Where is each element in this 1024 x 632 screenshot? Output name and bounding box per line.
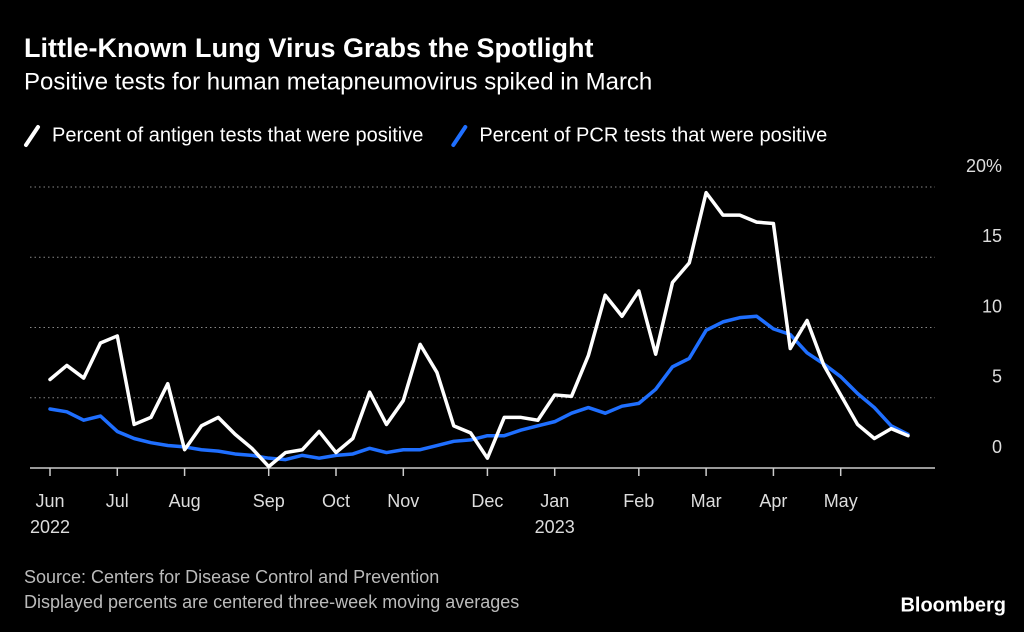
x-tick-label: Mar <box>690 491 722 511</box>
x-tick-label: Nov <box>387 491 420 511</box>
x-tick-label: Feb <box>623 491 655 511</box>
y-tick-label: 15 <box>982 226 1002 246</box>
brand: Bloomberg <box>900 594 1006 616</box>
x-tick-label: Dec <box>471 491 504 511</box>
legend-swatch <box>24 125 40 147</box>
x-tick-label: Sep <box>252 491 285 511</box>
note: Displayed percents are centered three-we… <box>24 592 519 612</box>
y-tick-label: 20% <box>966 156 1002 176</box>
x-tick-label: Oct <box>321 491 350 511</box>
x-tick-label: Jan 2023 <box>534 491 575 537</box>
chart-title: Little-Known Lung Virus Grabs the Spotli… <box>24 33 593 63</box>
legend-swatch <box>451 125 468 147</box>
x-tick-label: May <box>823 491 858 511</box>
series-line <box>48 314 910 462</box>
x-tick-label: Apr <box>759 491 788 511</box>
x-tick-label: Jun 2022 <box>29 491 71 537</box>
y-tick-label: 0 <box>992 437 1002 457</box>
source: Source: Centers for Disease Control and … <box>24 567 439 587</box>
x-tick-label: Jul <box>105 491 129 511</box>
legend-label: Percent of antigen tests that were posit… <box>52 124 423 146</box>
legend-label: Percent of PCR tests that were positive <box>479 124 827 146</box>
y-tick-label: 5 <box>992 367 1002 387</box>
y-tick-label: 10 <box>982 296 1002 316</box>
x-tick-label: Aug <box>168 491 201 511</box>
series-line <box>48 190 910 469</box>
chart-subtitle: Positive tests for human metapneumovirus… <box>24 68 652 95</box>
